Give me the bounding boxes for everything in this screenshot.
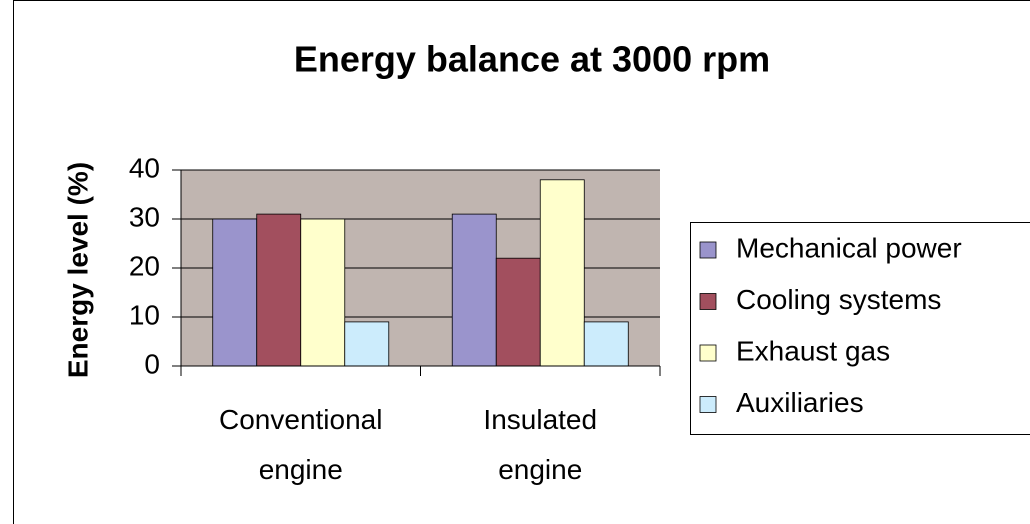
x-tick-label: Conventional engine bbox=[219, 404, 383, 485]
legend-label: Exhaust gas bbox=[736, 335, 890, 366]
bar bbox=[583, 321, 629, 367]
chart-title: Energy balance at 3000 rpm bbox=[294, 39, 770, 80]
legend-label: Cooling systems bbox=[736, 284, 941, 315]
legend-swatch bbox=[699, 344, 717, 362]
bar bbox=[451, 213, 497, 367]
y-tick-label: 20 bbox=[129, 250, 160, 281]
y-tick-label: 10 bbox=[129, 299, 160, 330]
x-tick-label: Insulated engine bbox=[483, 404, 598, 485]
bar bbox=[212, 218, 258, 367]
y-tick-label: 40 bbox=[129, 152, 160, 183]
bar bbox=[495, 257, 541, 367]
x-tick-label-box: Insulated engine bbox=[483, 404, 598, 485]
bar bbox=[300, 218, 346, 367]
legend-label: Mechanical power bbox=[736, 232, 962, 263]
bar bbox=[256, 213, 302, 367]
legend-swatch bbox=[699, 293, 717, 310]
y-tick-label: 0 bbox=[144, 348, 160, 379]
legend-box bbox=[690, 222, 1030, 435]
legend-swatch bbox=[699, 241, 717, 259]
bar bbox=[344, 321, 390, 367]
legend-swatch bbox=[699, 396, 717, 413]
y-tick-label: 30 bbox=[129, 201, 160, 232]
x-tick-label-box: Conventional engine bbox=[219, 404, 383, 485]
y-axis-label: Energy level (%) bbox=[62, 162, 93, 378]
legend-label: Auxiliaries bbox=[736, 387, 864, 418]
bar bbox=[539, 179, 585, 367]
